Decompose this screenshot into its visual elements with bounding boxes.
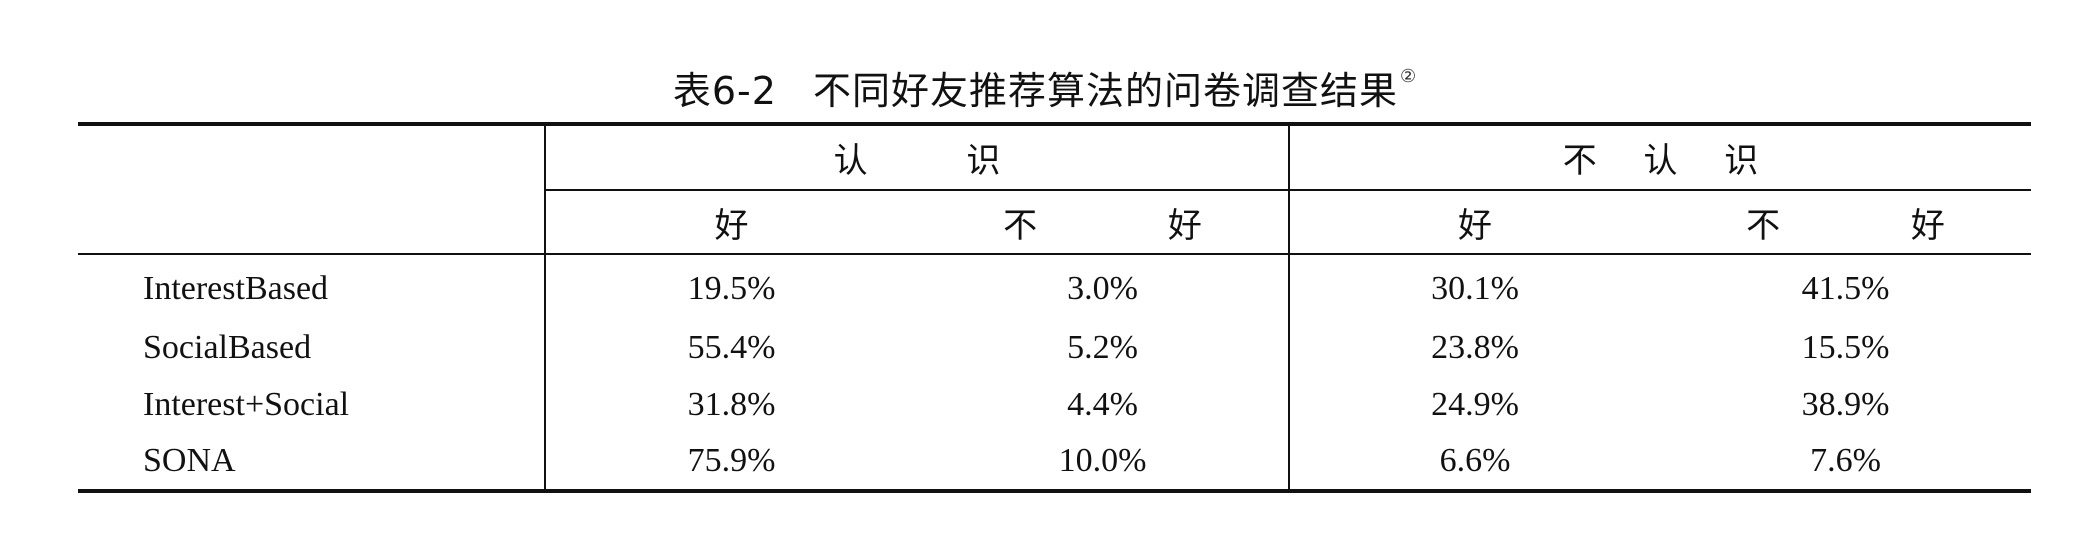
row-label: SONA <box>78 433 545 493</box>
table-cell: 10.0% <box>917 433 1289 493</box>
table-cell: 19.5% <box>544 253 917 319</box>
table-row: SocialBased 55.4% 5.2% 23.8% 15.5% <box>78 319 2031 376</box>
corner-cell <box>78 122 545 254</box>
sub-header-good: 好 <box>544 189 917 254</box>
sub-header-good: 好 <box>1288 189 1660 254</box>
table-cell: 55.4% <box>544 319 917 376</box>
group-header-know: 认 识 <box>544 122 1289 190</box>
table-cell: 15.5% <box>1801 328 1890 366</box>
table-row: InterestBased 19.5% 3.0% 30.1% 41.5% <box>78 253 2031 319</box>
table-cell: 41.5% <box>1660 253 2031 319</box>
row-label: SocialBased <box>143 328 312 366</box>
table-cell: 7.6% <box>1660 433 2031 493</box>
group-header-row: 认 识 不 认 识 <box>78 122 2031 254</box>
table-cell: 31.8% <box>544 376 917 433</box>
sub-header-not-good: 不 好 <box>1660 189 2031 254</box>
sub-header-not-good: 不 好 <box>917 189 1289 254</box>
table-cell: 6.6% <box>1288 433 1660 493</box>
group-header-dont-know: 不 认 识 <box>1288 122 2031 190</box>
table-cell: 24.9% <box>1288 376 1660 433</box>
table-cell: 38.9% <box>1801 385 1890 423</box>
row-label: Interest+Social <box>143 385 350 423</box>
table-cell: 5.2% <box>1067 328 1138 366</box>
results-table: 认 识 不 认 识 好 不 好 好 不 好 InterestBased 19.5… <box>78 122 2031 493</box>
table-number: 表6-2 <box>672 69 777 113</box>
table-row: SONA 75.9% 10.0% 6.6% 7.6% <box>78 433 2031 493</box>
table-cell: 4.4% <box>1067 385 1138 423</box>
table-caption: 表6-2 不同好友推荐算法的问卷调查结果 ② <box>0 52 2090 116</box>
sub-header-row: 好 不 好 好 不 好 <box>78 189 2031 254</box>
table-row: Interest+Social 31.8% 4.4% 24.9% 38.9% <box>78 376 2031 433</box>
table-title: 不同好友推荐算法的问卷调查结果 <box>812 69 1398 113</box>
table-cell: 3.0% <box>917 253 1289 319</box>
footnote-mark: ② <box>1399 66 1418 87</box>
row-label: InterestBased <box>78 253 545 319</box>
table-cell: 75.9% <box>544 433 917 493</box>
table-cell: 30.1% <box>1288 253 1660 319</box>
table-cell: 23.8% <box>1288 319 1660 376</box>
